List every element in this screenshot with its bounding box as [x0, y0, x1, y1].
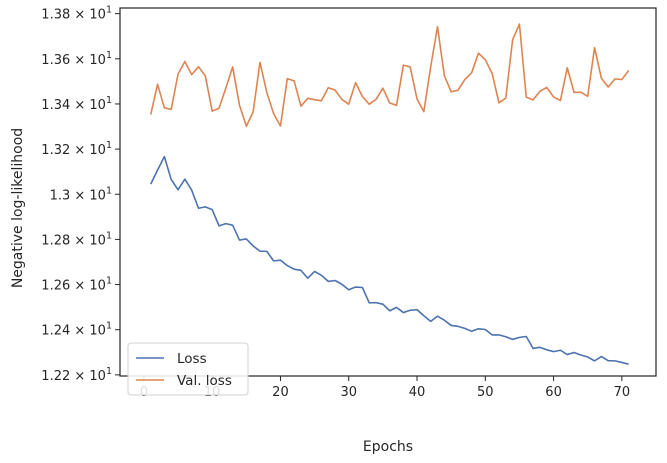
- y-tick-label: 1.22 × 101: [41, 366, 112, 384]
- x-tick-label: 40: [409, 385, 426, 400]
- y-tick-label: 1.34 × 101: [41, 95, 112, 113]
- y-tick-label: 1.26 × 101: [41, 276, 112, 294]
- y-tick-label: 1.24 × 101: [41, 321, 112, 339]
- legend-box: [127, 342, 249, 396]
- y-tick-exponent: 1: [106, 50, 112, 61]
- plot-frame: [119, 7, 657, 377]
- y-tick-mantissa: 1.32 × 10: [41, 143, 106, 158]
- y-tick-exponent: 1: [106, 95, 112, 106]
- y-tick-mantissa: 1.38 × 10: [41, 8, 106, 23]
- legend: Loss Val. loss: [127, 342, 249, 396]
- legend-label: Loss: [177, 351, 207, 367]
- x-tick-label: 30: [340, 385, 357, 400]
- y-tick-exponent: 1: [106, 185, 112, 196]
- y-tick-exponent: 1: [106, 230, 112, 241]
- legend-label: Val. loss: [177, 373, 232, 389]
- y-tick-mantissa: 1.28 × 10: [41, 233, 106, 248]
- y-tick-exponent: 1: [106, 5, 112, 16]
- y-tick-label: 1.32 × 101: [41, 140, 112, 158]
- y-tick-mantissa: 1.36 × 10: [41, 53, 106, 68]
- y-tick-exponent: 1: [106, 366, 112, 377]
- y-axis-label: Negative log-likelihood: [10, 128, 26, 288]
- plot-area: [149, 23, 630, 366]
- y-tick-mantissa: 1.22 × 10: [41, 369, 106, 384]
- y-tick-label: 1.38 × 101: [41, 5, 112, 23]
- x-tick-label: 70: [614, 385, 631, 400]
- y-tick-mantissa: 1.34 × 10: [41, 98, 106, 113]
- series-line-val-loss: [149, 23, 630, 128]
- y-tick-exponent: 1: [106, 276, 112, 287]
- y-tick-mantissa: 1.3 × 10: [50, 188, 106, 203]
- y-tick-label: 1.3 × 101: [50, 185, 112, 203]
- y-tick-label: 1.36 × 101: [41, 50, 112, 68]
- x-tick-label: 60: [545, 385, 562, 400]
- y-tick-exponent: 1: [106, 140, 112, 151]
- y-tick-mantissa: 1.24 × 10: [41, 324, 106, 339]
- y-tick-exponent: 1: [106, 321, 112, 332]
- x-tick-label: 20: [272, 385, 289, 400]
- series-line-loss: [150, 155, 629, 366]
- x-axis-label: Epochs: [363, 439, 413, 455]
- y-tick-mantissa: 1.26 × 10: [41, 279, 106, 294]
- x-tick-label: 50: [477, 385, 494, 400]
- y-tick-label: 1.28 × 101: [41, 230, 112, 248]
